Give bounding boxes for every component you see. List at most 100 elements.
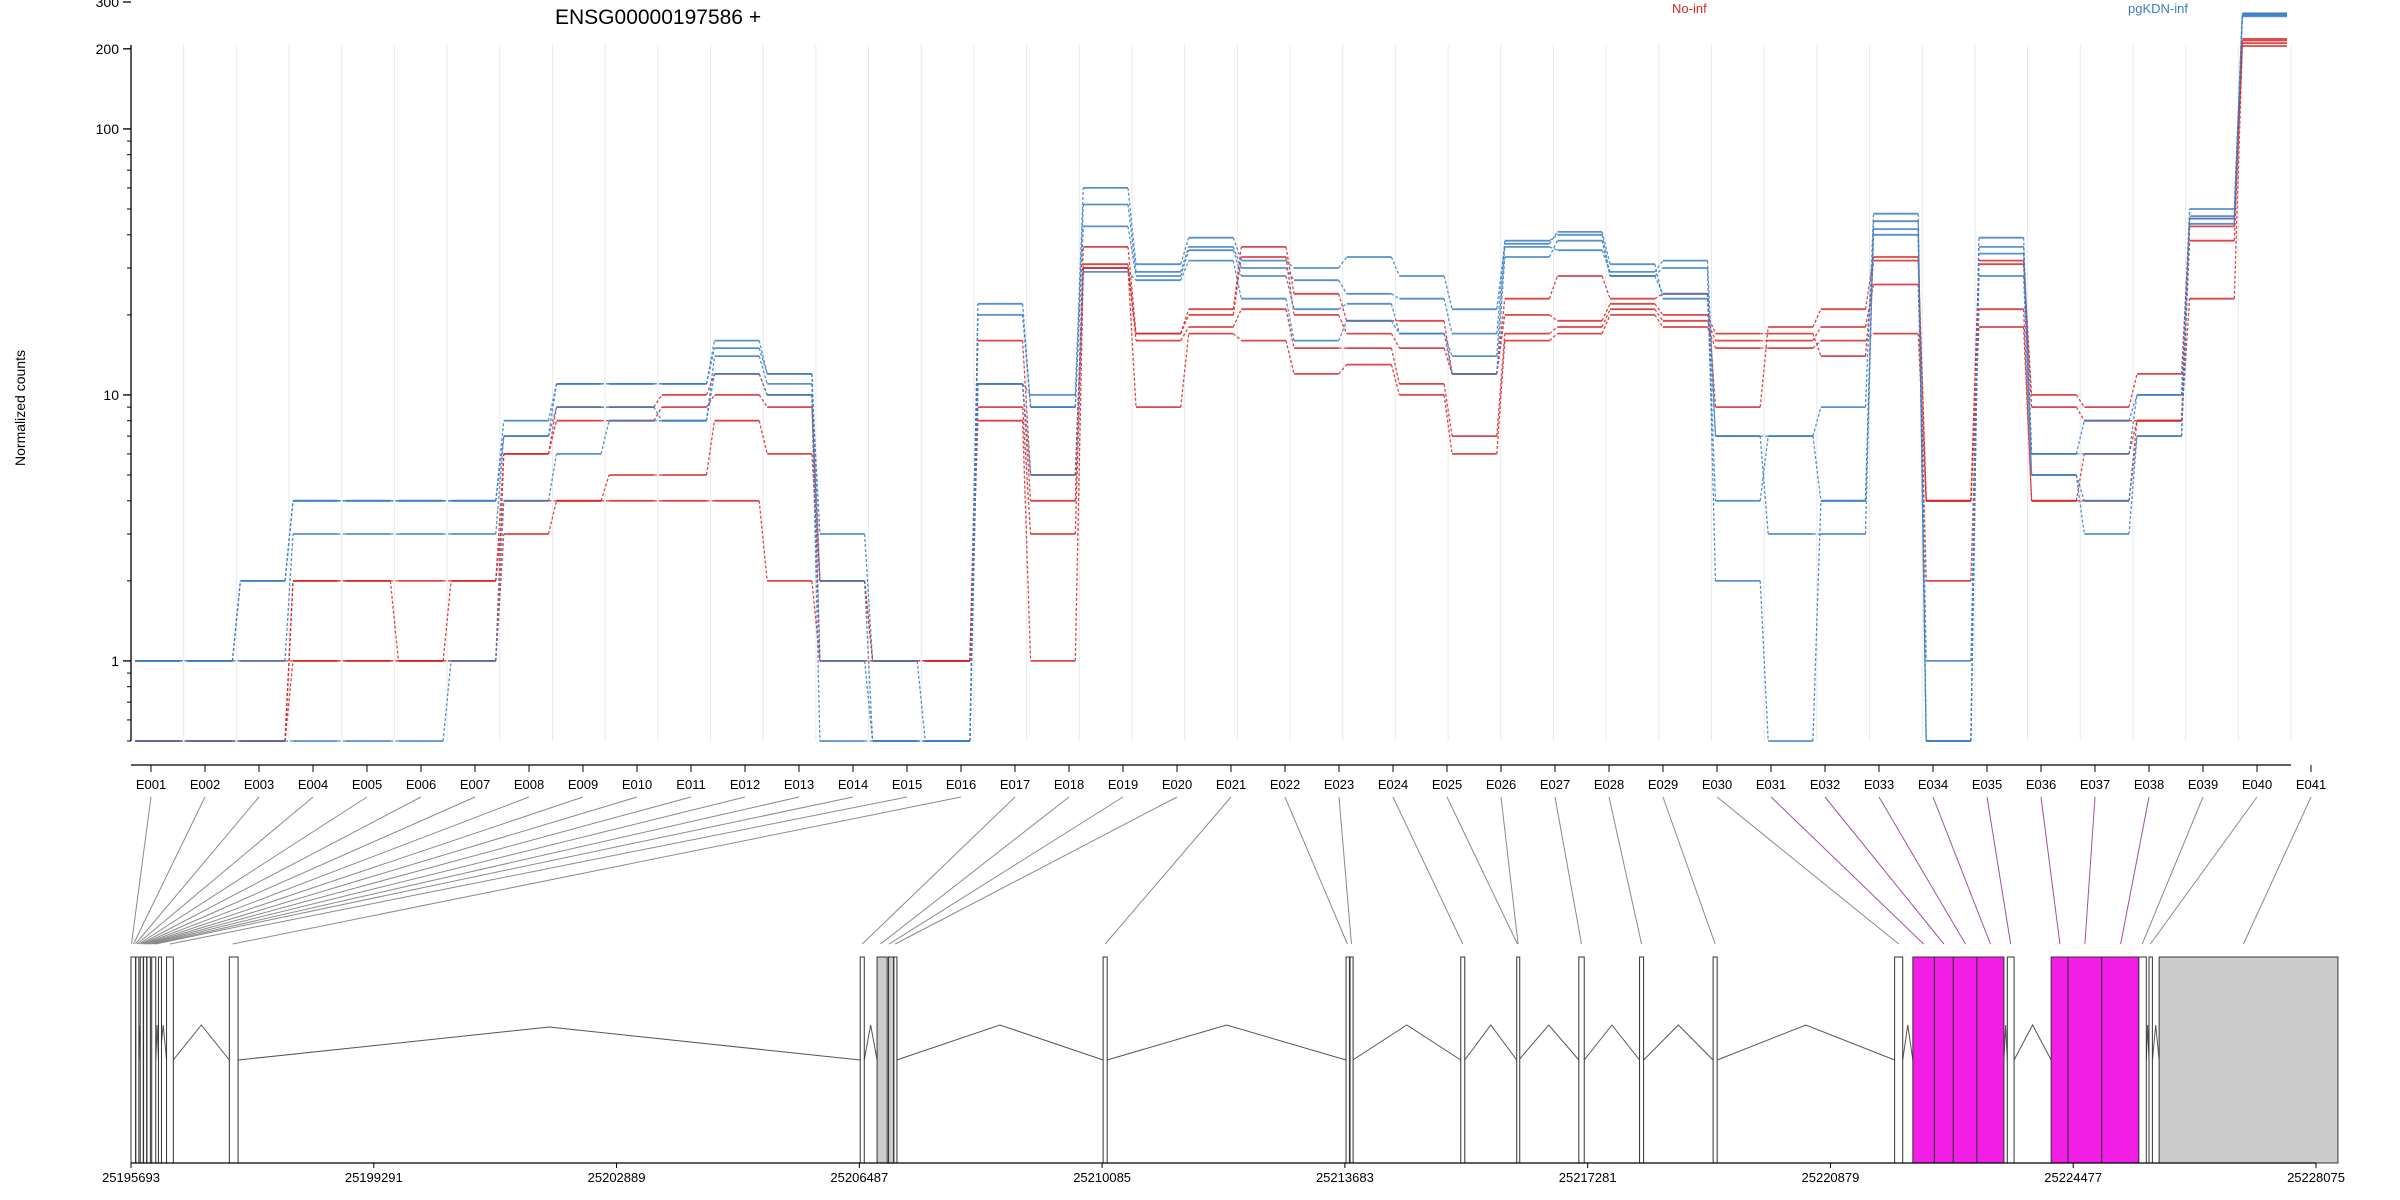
gene-axis-label: 25213683 bbox=[1316, 1170, 1374, 1185]
intron-line bbox=[896, 1024, 1104, 1061]
exon-block bbox=[2138, 956, 2147, 1164]
exon-block bbox=[228, 956, 239, 1164]
intron-line bbox=[1464, 1024, 1518, 1061]
exon-block bbox=[876, 956, 888, 1164]
exon-block bbox=[859, 956, 865, 1164]
exon-block bbox=[888, 956, 895, 1164]
series-line-connector bbox=[179, 45, 2243, 742]
x-tick-label: E031 bbox=[1756, 777, 1786, 792]
exon-block bbox=[1345, 956, 1350, 1164]
x-tick-label: E023 bbox=[1324, 777, 1354, 792]
exon-connectors bbox=[130, 796, 2312, 945]
x-tick-label: E038 bbox=[2134, 777, 2164, 792]
exon-connector bbox=[1662, 796, 1716, 945]
gene-model bbox=[130, 956, 2339, 1164]
gene-axis-label: 25195693 bbox=[102, 1170, 160, 1185]
x-tick-label: E001 bbox=[136, 777, 166, 792]
exon-connector bbox=[880, 796, 1070, 945]
exon-connector bbox=[2040, 796, 2061, 945]
exon-connector bbox=[142, 796, 476, 945]
intron-line bbox=[1583, 1024, 1640, 1061]
x-tick-label: E021 bbox=[1216, 777, 1246, 792]
exon-connector bbox=[148, 796, 692, 945]
exon-connector bbox=[138, 796, 368, 945]
exon-block bbox=[1349, 956, 1354, 1164]
exon-connector bbox=[133, 796, 206, 945]
x-tick-label: E036 bbox=[2026, 777, 2056, 792]
x-tick-label: E003 bbox=[244, 777, 274, 792]
y-axis: 1 10 100 200 300 bbox=[96, 0, 132, 742]
exon-connector bbox=[135, 796, 260, 945]
x-tick-label: E010 bbox=[622, 777, 652, 792]
exon-block bbox=[1933, 956, 1954, 1164]
genomic-coordinate-axis: 25195693 25199291 25202889 25206487 25210085… bbox=[102, 1162, 2345, 1185]
series-line bbox=[135, 45, 2287, 742]
exon-connector bbox=[232, 796, 962, 945]
exon-block bbox=[143, 956, 148, 1164]
exon-axis: E001 E002 E003 E004 E005 E006 E007 E008 E009 E010… bbox=[131, 764, 2326, 792]
gene-axis-label: 25202889 bbox=[588, 1170, 646, 1185]
exon-connector bbox=[150, 796, 746, 945]
exon-block bbox=[166, 956, 174, 1164]
exon-connector bbox=[1392, 796, 1464, 945]
x-tick-label: E017 bbox=[1000, 777, 1030, 792]
intron-line bbox=[1107, 1024, 1347, 1061]
intron-line bbox=[1352, 1024, 1462, 1061]
intron-line bbox=[1518, 1024, 1580, 1061]
series-line bbox=[135, 42, 2287, 742]
exon-connector bbox=[147, 796, 638, 945]
gene-axis-label: 25220879 bbox=[1802, 1170, 1860, 1185]
exon-connector bbox=[169, 796, 908, 945]
gene-axis-label: 25217281 bbox=[1559, 1170, 1617, 1185]
x-tick-label: E007 bbox=[460, 777, 490, 792]
exon-block bbox=[1460, 956, 1466, 1164]
x-tick-label: E025 bbox=[1432, 777, 1462, 792]
x-tick-label: E028 bbox=[1594, 777, 1624, 792]
series-line bbox=[135, 14, 2287, 742]
exon-block bbox=[1912, 956, 1935, 1164]
exon-block bbox=[1712, 956, 1718, 1164]
gene-axis-label: 25210085 bbox=[1073, 1170, 1131, 1185]
series-line-connector bbox=[179, 40, 2243, 742]
x-tick-label: E006 bbox=[406, 777, 436, 792]
chart-title: ENSG00000197586 + bbox=[555, 6, 761, 29]
exon-connector bbox=[2084, 796, 2096, 945]
intron-line bbox=[1902, 1024, 1914, 1061]
exon-block bbox=[139, 956, 144, 1164]
exon-connector bbox=[2141, 796, 2204, 945]
exon-connector bbox=[1104, 796, 1232, 945]
series-line bbox=[135, 39, 2287, 742]
x-tick-label: E037 bbox=[2080, 777, 2110, 792]
intron-line bbox=[863, 1024, 878, 1061]
x-tick-label: E015 bbox=[892, 777, 922, 792]
exon-connector bbox=[1338, 796, 1352, 945]
x-tick-label: E020 bbox=[1162, 777, 1192, 792]
exon-block bbox=[1952, 956, 1978, 1164]
legend-no-inf: No-inf bbox=[1672, 1, 1707, 16]
series-line bbox=[135, 38, 2287, 662]
exon-connector bbox=[2149, 796, 2258, 945]
series-line-connector bbox=[179, 14, 2243, 742]
exon-connector bbox=[1608, 796, 1643, 945]
exon-block bbox=[135, 956, 140, 1164]
exon-connector bbox=[2120, 796, 2150, 945]
intron-line bbox=[1643, 1024, 1714, 1061]
exon-connector bbox=[1878, 796, 1966, 945]
x-tick-label: E018 bbox=[1054, 777, 1084, 792]
exon-connector bbox=[153, 796, 800, 945]
x-tick-label: E012 bbox=[730, 777, 760, 792]
gene-axis-label: 25228075 bbox=[2287, 1170, 2345, 1185]
exon-block bbox=[1976, 956, 2005, 1164]
exon-connector bbox=[1824, 796, 1945, 945]
exon-block bbox=[157, 956, 162, 1164]
legend-pgkdn-inf: pgKDN-inf bbox=[2128, 1, 2188, 16]
exon-connector bbox=[1500, 796, 1519, 945]
exon-block bbox=[2101, 956, 2140, 1164]
exon-block bbox=[2148, 956, 2153, 1164]
series-line-connector bbox=[179, 16, 2243, 742]
intron-line bbox=[1716, 1024, 1895, 1061]
series-line-connector bbox=[179, 13, 2243, 742]
y-axis-label: Normalized counts bbox=[12, 350, 28, 466]
exon-connector bbox=[861, 796, 1016, 945]
